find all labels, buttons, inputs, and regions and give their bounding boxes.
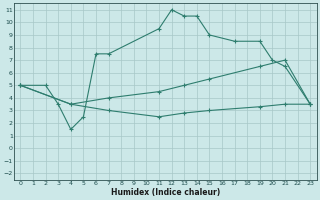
X-axis label: Humidex (Indice chaleur): Humidex (Indice chaleur) bbox=[111, 188, 220, 197]
